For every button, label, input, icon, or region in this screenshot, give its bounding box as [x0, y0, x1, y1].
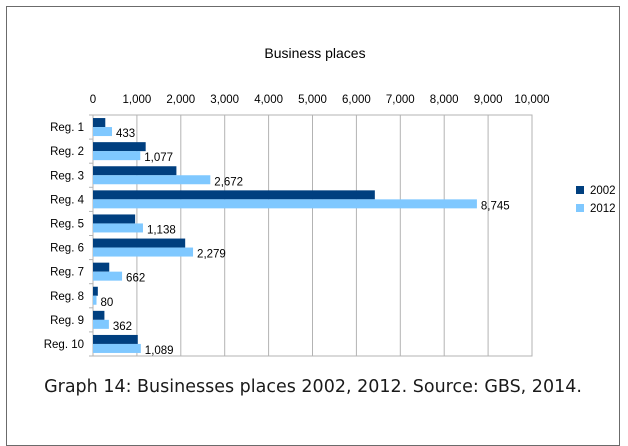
figure-caption: Graph 14: Businesses places 2002, 2012. … [44, 377, 582, 397]
bar-2002 [93, 166, 177, 176]
bar-2002 [93, 190, 375, 200]
bar-2002 [93, 334, 138, 344]
bar-2002 [93, 310, 105, 320]
legend-swatch [576, 186, 584, 194]
bar-2012 [93, 223, 143, 233]
x-tick-label: 0 [90, 94, 96, 106]
bar-2012 [93, 151, 141, 161]
category-label: Reg. 3 [50, 170, 84, 182]
data-label: 1,138 [147, 224, 176, 236]
category-label: Reg. 7 [50, 267, 84, 279]
bar-2012 [93, 247, 194, 257]
x-tick-label: 10,000 [514, 94, 549, 106]
category-label: Reg. 4 [50, 194, 84, 206]
data-labels: 433 1,077 2,672 8,745 1,138 2,279 662 80 362 1,08… [101, 128, 510, 357]
x-tick-label: 2,000 [166, 94, 195, 106]
y-axis-categories: Reg. 1 Reg. 2 Reg. 3 Reg. 4 Reg. 5 Reg. 6 Reg.… [44, 122, 85, 351]
bar-2002 [93, 214, 136, 224]
bar-2012 [93, 271, 123, 281]
data-label: 80 [101, 297, 114, 309]
legend-swatch [576, 204, 584, 212]
legend-label: 2012 [590, 203, 616, 215]
bar-2002 [93, 262, 110, 272]
x-axis-ticks: 0 1,000 2,000 3,000 4,000 5,000 6,000 7,000 8,00… [90, 94, 550, 106]
x-tick-label: 1,000 [123, 94, 152, 106]
bar-2012 [93, 175, 211, 185]
x-tick-label: 5,000 [298, 94, 327, 106]
bar-chart: Business places 0 1,000 2,000 3,000 4,000 5,0… [44, 45, 616, 357]
category-label: Reg. 1 [50, 122, 84, 134]
bar-2012 [93, 199, 477, 209]
data-label: 1,089 [145, 345, 174, 357]
category-label: Reg. 6 [50, 243, 84, 255]
x-tick-label: 7,000 [386, 94, 415, 106]
category-label: Reg. 9 [50, 315, 84, 327]
bar-2002 [93, 118, 106, 128]
category-label: Reg. 5 [50, 218, 84, 230]
data-label: 362 [113, 321, 132, 333]
data-label: 662 [126, 273, 145, 285]
data-label: 2,279 [197, 249, 226, 261]
bar-2012 [93, 295, 97, 305]
data-label: 2,672 [214, 176, 243, 188]
x-tick-label: 6,000 [342, 94, 371, 106]
bars [93, 118, 477, 353]
bar-2012 [93, 319, 109, 329]
bar-2012 [93, 343, 141, 353]
x-tick-label: 9,000 [474, 94, 503, 106]
category-label: Reg. 10 [44, 339, 84, 351]
gridlines [89, 114, 533, 357]
chart-title: Business places [264, 45, 365, 61]
bar-2002 [93, 238, 186, 248]
x-tick-label: 8,000 [430, 94, 459, 106]
x-tick-label: 3,000 [210, 94, 239, 106]
category-label: Reg. 2 [50, 146, 84, 158]
legend: 2002 2012 [576, 185, 616, 215]
bar-2002 [93, 142, 146, 152]
data-label: 433 [116, 128, 135, 140]
legend-label: 2002 [590, 185, 616, 197]
data-label: 1,077 [144, 152, 173, 164]
data-label: 8,745 [481, 200, 510, 212]
bar-2002 [93, 286, 98, 296]
x-tick-label: 4,000 [254, 94, 283, 106]
category-label: Reg. 8 [50, 291, 84, 303]
bar-2012 [93, 127, 113, 137]
